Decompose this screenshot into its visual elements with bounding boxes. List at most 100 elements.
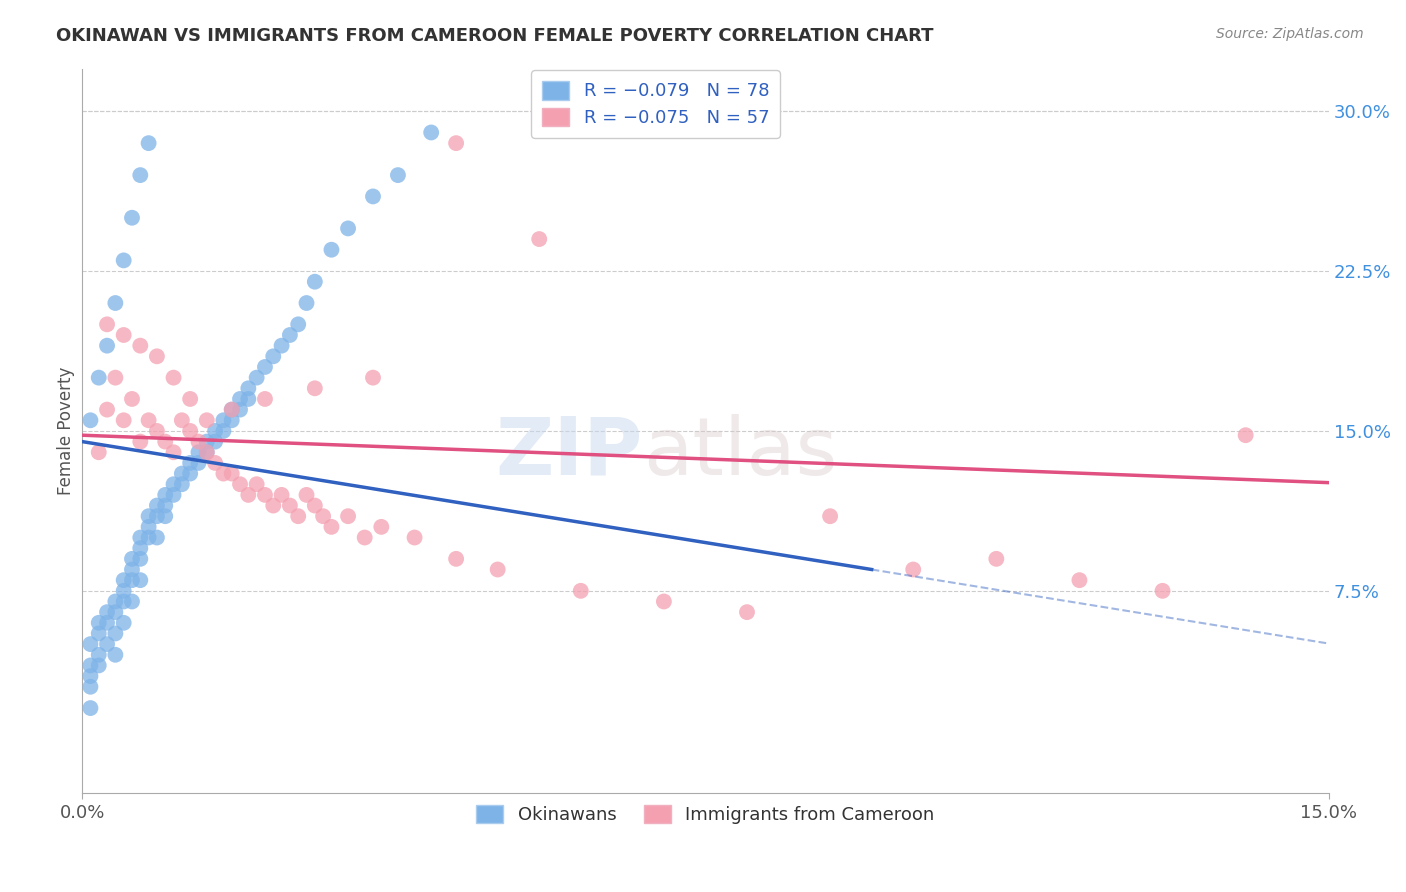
Point (138, 136, 160, 150)
Point (253, 392, 276, 406)
Point (96, 637, 118, 651)
Point (195, 445, 218, 459)
Point (96, 339, 118, 353)
Point (112, 573, 135, 587)
Point (146, 424, 169, 438)
Point (204, 424, 226, 438)
Point (221, 413, 243, 427)
Point (229, 392, 252, 406)
Point (112, 583, 135, 598)
Point (138, 531, 160, 545)
Point (146, 349, 169, 363)
Point (529, 232, 551, 246)
Point (353, 531, 375, 545)
Point (96, 402, 118, 417)
Point (170, 477, 193, 491)
Point (238, 381, 260, 395)
Point (79, 637, 101, 651)
Point (187, 445, 209, 459)
Point (387, 168, 409, 182)
Text: atlas: atlas (643, 414, 838, 491)
Text: OKINAWAN VS IMMIGRANTS FROM CAMEROON FEMALE POVERTY CORRELATION CHART: OKINAWAN VS IMMIGRANTS FROM CAMEROON FEM… (56, 27, 934, 45)
Point (112, 253, 135, 268)
Point (304, 275, 326, 289)
Point (361, 189, 384, 203)
Point (361, 370, 384, 384)
Point (195, 413, 218, 427)
Point (187, 434, 209, 449)
Point (278, 499, 301, 513)
Point (652, 594, 675, 608)
Point (270, 339, 292, 353)
Point (221, 402, 243, 417)
Point (262, 499, 284, 513)
Point (246, 477, 269, 491)
Point (155, 499, 177, 513)
Point (87, 615, 110, 630)
Point (170, 413, 193, 427)
Point (162, 445, 184, 459)
Text: ZIP: ZIP (496, 414, 643, 491)
Point (1069, 573, 1091, 587)
Point (179, 424, 201, 438)
Point (129, 339, 152, 353)
Point (129, 552, 152, 566)
Point (96, 318, 118, 332)
Point (287, 509, 309, 524)
Point (253, 488, 276, 502)
Point (121, 594, 143, 608)
Point (170, 467, 193, 481)
Point (262, 349, 284, 363)
Point (179, 467, 201, 481)
Point (121, 562, 143, 576)
Point (87, 370, 110, 384)
Point (253, 359, 276, 374)
Point (735, 605, 758, 619)
Point (238, 392, 260, 406)
Point (212, 424, 235, 438)
Point (87, 626, 110, 640)
Point (238, 488, 260, 502)
Point (87, 445, 110, 459)
Point (155, 434, 177, 449)
Point (104, 594, 127, 608)
Point (155, 509, 177, 524)
Point (287, 318, 309, 332)
Point (79, 701, 101, 715)
Point (903, 562, 925, 576)
Point (104, 605, 127, 619)
Point (162, 488, 184, 502)
Point (87, 658, 110, 673)
Point (195, 434, 218, 449)
Point (129, 573, 152, 587)
Point (79, 413, 101, 427)
Point (155, 488, 177, 502)
Point (337, 221, 360, 235)
Text: Source: ZipAtlas.com: Source: ZipAtlas.com (1216, 27, 1364, 41)
Point (129, 531, 152, 545)
Point (304, 381, 326, 395)
Point (569, 583, 592, 598)
Point (444, 136, 467, 150)
Point (486, 562, 509, 576)
Point (195, 445, 218, 459)
Point (104, 370, 127, 384)
Point (112, 413, 135, 427)
Point (121, 573, 143, 587)
Point (129, 434, 152, 449)
Point (138, 413, 160, 427)
Point (129, 168, 152, 182)
Point (321, 520, 343, 534)
Point (146, 499, 169, 513)
Point (179, 456, 201, 470)
Point (121, 552, 143, 566)
Point (1234, 428, 1257, 442)
Point (229, 402, 252, 417)
Point (87, 648, 110, 662)
Point (138, 520, 160, 534)
Point (187, 456, 209, 470)
Point (295, 296, 318, 310)
Legend: Okinawans, Immigrants from Cameroon: Okinawans, Immigrants from Cameroon (465, 794, 945, 835)
Point (104, 296, 127, 310)
Point (96, 605, 118, 619)
